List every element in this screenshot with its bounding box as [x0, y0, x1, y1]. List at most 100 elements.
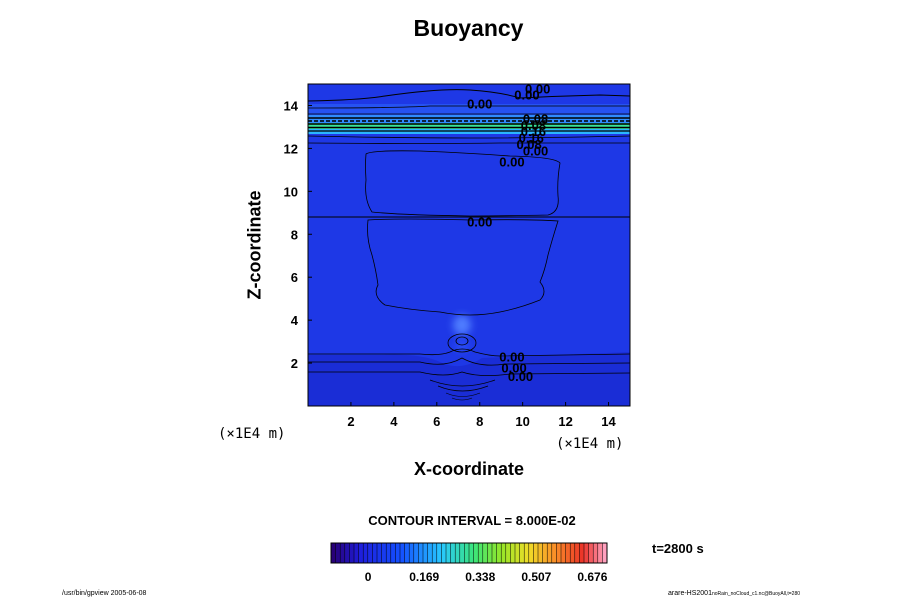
x-axis-label: X-coordinate — [413, 459, 524, 479]
x-unit-label-right: (×1E4 m) — [556, 436, 624, 452]
color-field — [308, 84, 630, 406]
colorbar-swatch — [446, 543, 451, 563]
contour-label: 0.00 — [499, 154, 524, 169]
contour-line — [307, 89, 631, 102]
colorbar-swatch — [515, 543, 520, 563]
colorbar-frame — [330, 542, 608, 564]
colorbar-swatch — [547, 543, 553, 563]
colorbar-swatch — [340, 543, 346, 563]
colorbar-swatch — [450, 543, 456, 563]
footer-left: /usr/bin/gpview 2005-06-08 — [62, 590, 147, 597]
colorbar-swatch — [538, 543, 543, 563]
colorbar-swatch — [584, 543, 589, 563]
colorbar-swatch — [344, 543, 350, 563]
colorbar-tick-label: 0.338 — [465, 570, 495, 584]
colorbar-swatch — [372, 543, 378, 563]
colorbar-swatch — [528, 543, 534, 563]
contour-label: 0.00 — [467, 214, 492, 229]
colorbar-swatch — [418, 543, 424, 563]
contour-line — [455, 336, 469, 346]
colorbar-swatch — [455, 543, 461, 563]
colorbar-swatch — [487, 543, 493, 563]
contour-labels: 0.000.000.000.080.080.160.160.080.000.00… — [467, 81, 550, 384]
colorbar-swatch — [556, 543, 562, 563]
contour-line — [437, 385, 489, 392]
colorbar-swatch — [496, 543, 502, 563]
contour-label: 0.00 — [501, 360, 526, 375]
colorbar-swatch — [593, 543, 599, 563]
x-tick-label: 10 — [515, 414, 529, 429]
contour-label: 0.08 — [521, 118, 546, 133]
colorbar-tick-label: 0.676 — [577, 570, 607, 584]
colorbar-swatch — [409, 543, 415, 563]
contour-label: 0.00 — [508, 369, 533, 384]
colorbar-swatch — [565, 543, 571, 563]
contour-line — [308, 348, 631, 357]
colorbar-swatch — [478, 543, 484, 563]
colorbar-swatch — [459, 543, 465, 563]
colorbar — [330, 542, 608, 564]
colorbar-swatch — [473, 543, 479, 563]
colorbar-swatch — [588, 543, 594, 563]
light-band — [308, 115, 630, 123]
colorbar-swatch — [395, 543, 401, 563]
colorbar-swatch — [561, 543, 566, 563]
colorbar-swatch — [501, 543, 507, 563]
colorbar-swatch — [367, 543, 373, 563]
x-unit-label-left: (×1E4 m) — [218, 426, 286, 442]
colorbar-swatch — [551, 543, 557, 563]
x-tick-label: 6 — [433, 414, 440, 429]
contour-line — [445, 392, 481, 397]
colorbar-swatch — [363, 543, 369, 563]
footer-right-sub: noRain_noCloud_c1.nc@BuoyAll,t=280 — [711, 591, 801, 597]
colorbar-tick-labels: 0 0.169 0.338 0.507 0.676 — [365, 570, 608, 584]
x-tick-label: 12 — [558, 414, 572, 429]
colorbar-swatch — [381, 543, 387, 563]
contour-line — [365, 150, 561, 217]
contour-label: 0.08 — [523, 111, 548, 126]
lower-region — [308, 352, 630, 406]
footer-right: arare-HS2001noRain_noCloud_c1.nc@BuoyAll… — [668, 590, 800, 597]
colorbar-swatch — [377, 543, 382, 563]
plot-frame — [307, 83, 631, 407]
y-tick-label: 10 — [284, 184, 298, 199]
colorbar-swatch — [390, 543, 396, 563]
colorbar-swatch — [542, 543, 548, 563]
colorbar-tick-label: 0.169 — [409, 570, 439, 584]
contour-line — [308, 357, 631, 366]
central-blob — [453, 315, 471, 335]
contour-line — [308, 371, 631, 376]
colorbar-swatch — [423, 543, 428, 563]
chart-title: Buoyancy — [413, 15, 524, 41]
contour-line — [367, 218, 559, 316]
colorbar-swatch — [331, 543, 336, 563]
footer-right-main: arare-HS2001 — [668, 590, 712, 597]
colorbar-swatch — [413, 543, 419, 563]
colorbar-swatch — [492, 543, 497, 563]
x-tick-label: 8 — [476, 414, 483, 429]
contour-label: 0.00 — [467, 96, 492, 111]
y-tick-label: 6 — [291, 270, 298, 285]
colorbar-swatch — [386, 543, 392, 563]
colorbar-swatch — [432, 543, 438, 563]
colorbar-swatch — [358, 543, 364, 563]
contour-line — [307, 142, 630, 144]
y-tick-labels: 2 4 6 8 10 12 14 — [284, 98, 312, 371]
contour-label: 0.00 — [525, 81, 550, 96]
colorbar-swatch — [510, 543, 516, 563]
y-tick-label: 2 — [291, 356, 298, 371]
colorbar-swatch — [469, 543, 474, 563]
x-tick-label: 2 — [347, 414, 354, 429]
colorbar-swatch — [427, 543, 433, 563]
green-band — [308, 123, 630, 129]
contour-line — [447, 333, 477, 353]
colorbar-swatch — [574, 543, 580, 563]
colorbar-tick-label: 0 — [365, 570, 372, 584]
colorbar-swatch — [441, 543, 447, 563]
upper-band — [308, 104, 630, 116]
colorbar-swatch — [602, 543, 608, 563]
colorbar-swatch — [579, 543, 585, 563]
colorbar-swatch — [597, 543, 603, 563]
colorbar-swatch — [533, 543, 539, 563]
